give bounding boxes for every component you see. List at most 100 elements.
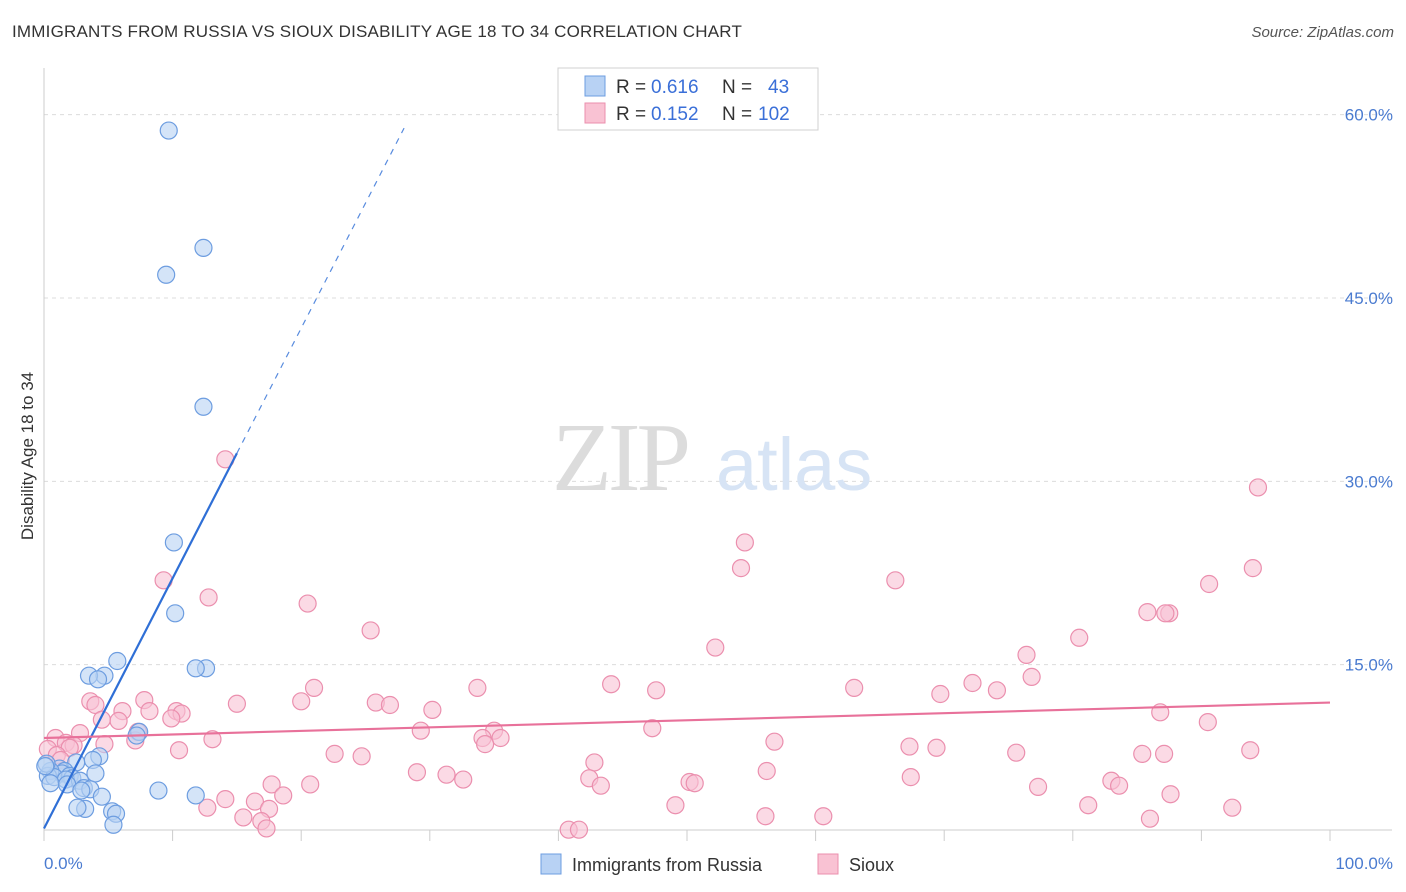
sioux-point-21: [304, 678, 324, 697]
sioux-point-73: [437, 765, 456, 784]
sioux-point-86: [274, 786, 293, 805]
sioux-point-74: [757, 761, 776, 781]
trend-lines: [43, 127, 1331, 829]
russia-point-0: [159, 121, 178, 140]
sioux-point-15: [706, 638, 725, 657]
bottom-legend-swatch-russia: [540, 853, 562, 875]
sioux-point-67: [1133, 744, 1152, 763]
sioux-point-6: [886, 571, 905, 590]
sioux-point-4: [1243, 559, 1262, 578]
watermark-zip: ZIP: [552, 404, 687, 512]
sioux-point-25: [931, 684, 950, 704]
sioux-point-3: [731, 559, 751, 578]
sioux-point-93: [1223, 798, 1242, 817]
sioux-point-19: [602, 675, 621, 694]
sioux-point-60: [475, 735, 495, 754]
legend-r-label-sioux: R =: [616, 104, 646, 125]
sioux-point-62: [927, 738, 946, 757]
russia-point-32: [72, 781, 91, 800]
sioux-point-61: [900, 737, 919, 756]
legend-r-value-russia: 0.616: [651, 77, 699, 98]
legend-n-value-sioux: 102: [758, 104, 790, 125]
russia-trend-extension: [236, 127, 405, 454]
y-tick-label-2: 45.0%: [1345, 289, 1393, 308]
sioux-point-77: [454, 770, 473, 789]
russia-point-6: [108, 651, 127, 671]
sioux-point-12: [1156, 604, 1175, 623]
russia-point-1: [194, 238, 213, 257]
russia-point-11: [88, 670, 108, 689]
russia-point-2: [157, 265, 176, 284]
russia-point-4: [164, 533, 183, 552]
sioux-point-18: [963, 673, 982, 693]
x-tick-label-1: 100.0%: [1335, 854, 1393, 873]
sioux-point-24: [845, 678, 864, 697]
sioux-point-22: [468, 678, 487, 697]
sioux-point-88: [245, 792, 265, 811]
sioux-point-7: [1200, 574, 1219, 594]
sioux-point-98: [814, 807, 833, 826]
russia-point-41: [68, 798, 87, 817]
bottom-legend: Immigrants from Russia Sioux: [540, 853, 894, 875]
sioux-point-38: [140, 702, 159, 721]
sioux-point-58: [203, 730, 222, 749]
sioux-point-59: [169, 741, 189, 760]
russia-point-33: [149, 781, 168, 800]
sioux-point-63: [1007, 743, 1026, 762]
sioux-point-42: [643, 719, 662, 738]
sioux-point-30: [227, 694, 246, 713]
x-ticks: [43, 830, 1331, 841]
russia-point-37: [92, 787, 111, 806]
russia-trend-line: [43, 452, 238, 829]
sioux-point-41: [109, 711, 128, 730]
sioux-point-32: [380, 695, 400, 715]
x-tick-labels: 0.0% 100.0%: [44, 854, 1393, 873]
sioux-point-14: [1070, 628, 1089, 647]
sioux-point-16: [1017, 645, 1036, 664]
sioux-point-40: [162, 709, 181, 728]
stats-legend: R = 0.616 N = 43 R = 0.152 N = 102: [557, 67, 819, 131]
y-tick-label-3: 60.0%: [1345, 106, 1393, 125]
sioux-point-64: [1241, 741, 1260, 760]
bottom-legend-swatch-sioux: [817, 853, 839, 875]
sioux-point-95: [234, 808, 253, 827]
y-tick-label-1: 30.0%: [1345, 472, 1393, 491]
sioux-point-72: [407, 763, 427, 782]
sioux-point-97: [756, 807, 775, 826]
watermark-atlas: atlas: [716, 423, 872, 506]
sioux-point-102: [257, 819, 276, 838]
sioux-point-57: [765, 732, 784, 751]
chart-title: IMMIGRANTS FROM RUSSIA VS SIOUX DISABILI…: [12, 22, 743, 41]
sioux-trend-line: [43, 701, 1331, 740]
sioux-point-90: [666, 796, 685, 815]
x-tick-label-0: 0.0%: [44, 854, 83, 873]
russia-point-28: [41, 774, 60, 793]
russia-point-8: [186, 659, 205, 678]
sioux-point-79: [685, 774, 704, 793]
sioux-point-13: [361, 621, 380, 640]
legend-r-label-russia: R =: [616, 77, 646, 98]
bottom-legend-label-sioux: Sioux: [849, 855, 894, 875]
bottom-legend-label-russia: Immigrants from Russia: [572, 855, 763, 875]
sioux-point-65: [325, 744, 344, 763]
russia-point-36: [186, 786, 205, 805]
sioux-point-17: [1022, 667, 1041, 686]
sioux-point-85: [1109, 776, 1129, 795]
russia-point-3: [194, 397, 213, 416]
legend-r-value-sioux: 0.152: [651, 104, 699, 125]
sioux-point-28: [292, 692, 311, 711]
sioux-point-94: [1079, 796, 1098, 815]
sioux-point-101: [569, 820, 589, 839]
sioux-point-9: [298, 594, 317, 613]
sioux-point-1: [1248, 478, 1268, 497]
grid-lines: [44, 114, 1392, 666]
sioux-point-87: [216, 790, 235, 809]
sioux-point-75: [901, 768, 920, 787]
russia-point-21: [86, 764, 105, 783]
sioux-point-84: [1028, 777, 1048, 796]
sioux-point-2: [735, 533, 754, 552]
legend-n-value-russia: 43: [768, 77, 789, 98]
source-label: Source: ZipAtlas.com: [1251, 24, 1394, 41]
russia-series: [36, 121, 216, 834]
